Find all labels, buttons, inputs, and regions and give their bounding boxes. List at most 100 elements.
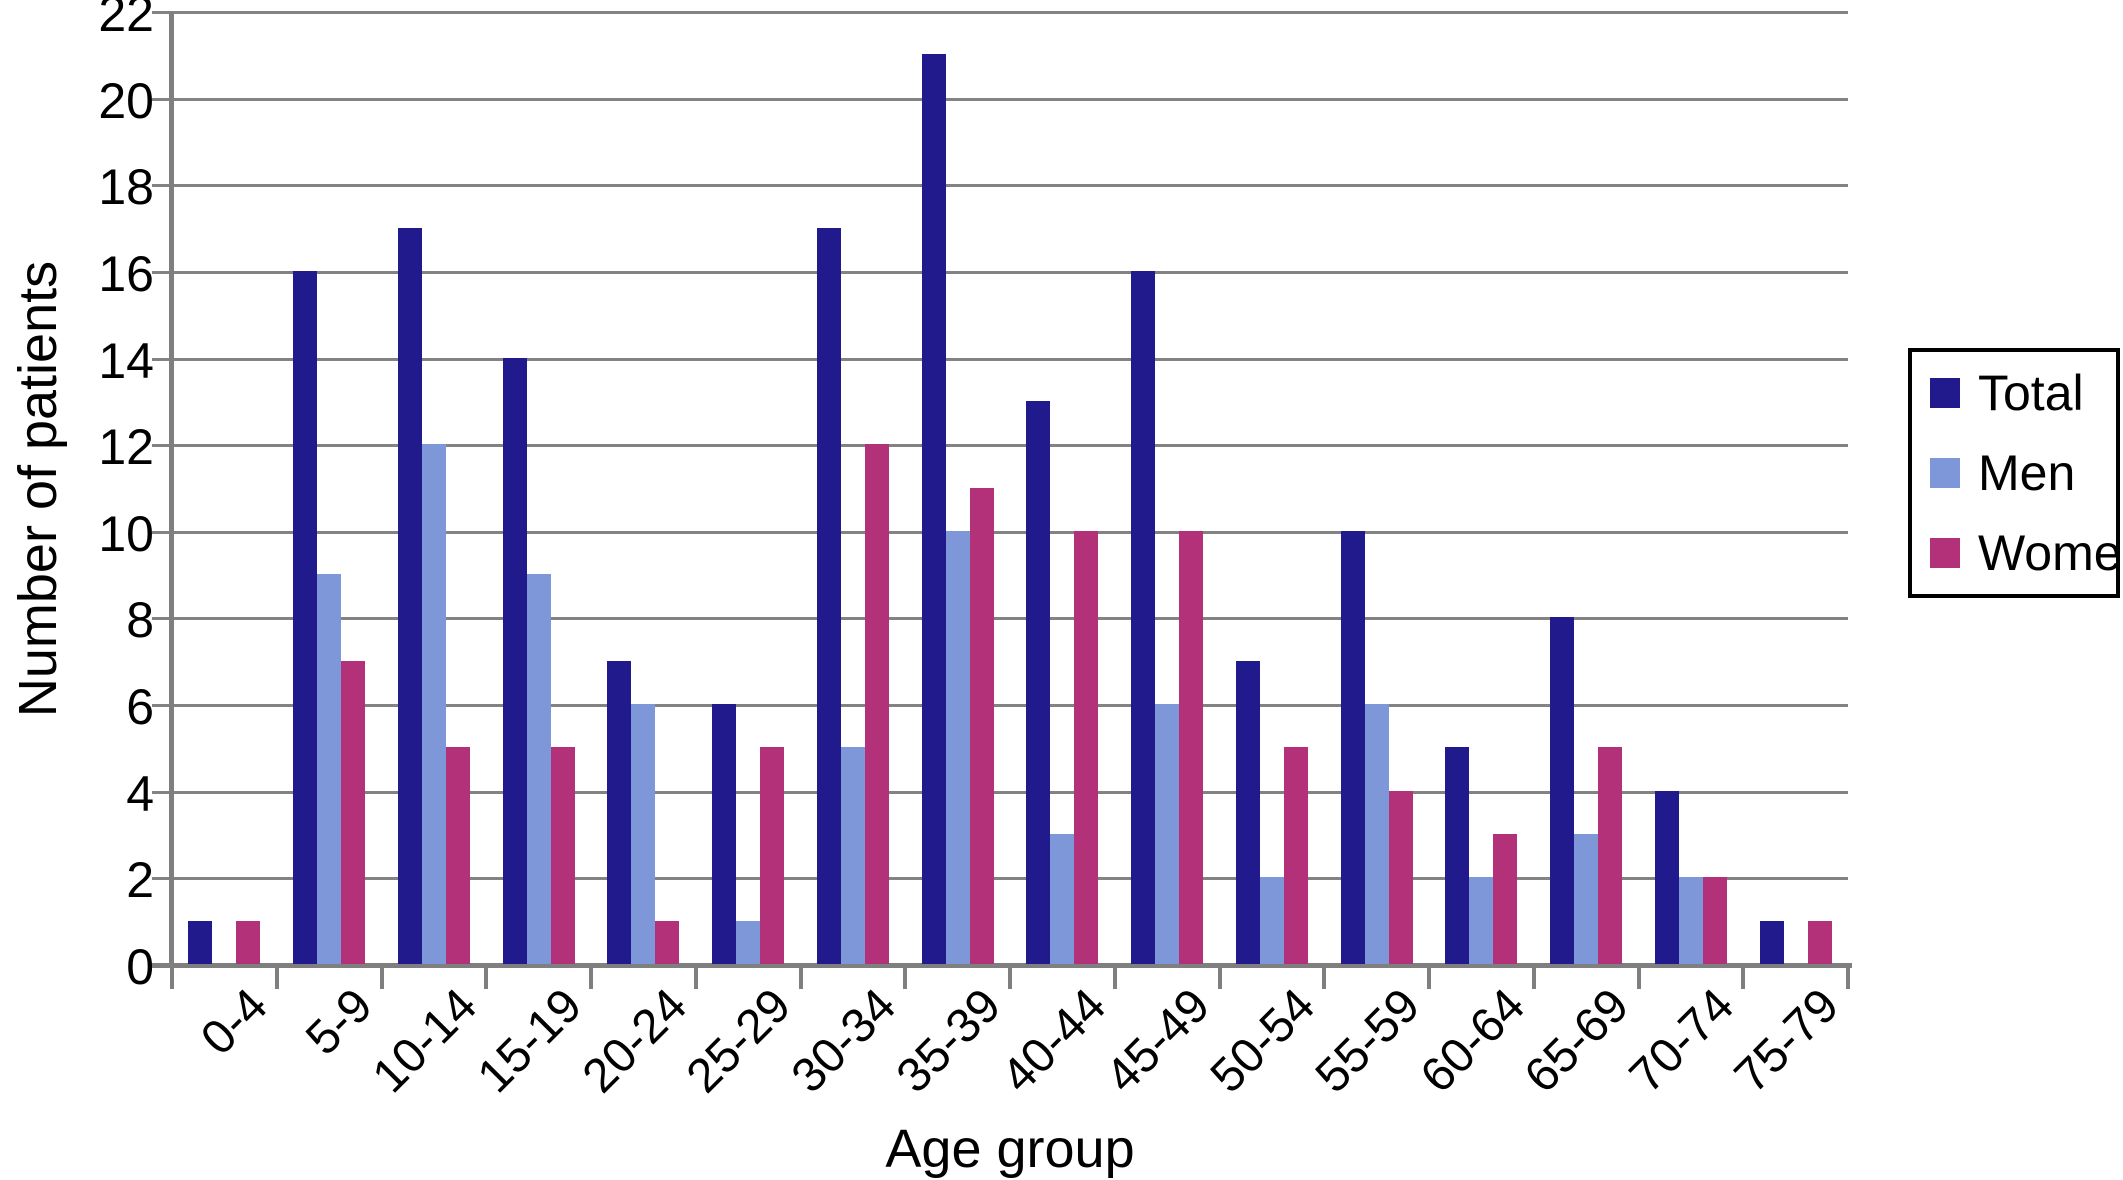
- legend-label-total: Total: [1978, 365, 2084, 421]
- x-tick-label-text-15-19: 15-19: [467, 978, 592, 1104]
- bar-men-45-49: [1155, 704, 1180, 964]
- gridline-8: [152, 617, 1848, 621]
- bar-men-50-54: [1259, 877, 1284, 964]
- y-axis-line: [169, 12, 174, 968]
- x-tick-mark-2: [379, 963, 384, 989]
- y-tick-label-0: 0: [126, 939, 154, 995]
- x-tick-label-text-5-9: 5-9: [295, 978, 383, 1066]
- x-tick-mark-7: [903, 963, 908, 989]
- x-tick-mark-8: [1008, 963, 1012, 989]
- bar-men-5-9: [317, 574, 342, 964]
- x-tick-label-text-70-74: 70-74: [1619, 978, 1745, 1104]
- y-tick-label-18: 18: [98, 159, 154, 216]
- gridline-12: [152, 444, 1848, 448]
- bar-total-30-34: [816, 227, 841, 964]
- x-tick-mark-9: [1112, 963, 1117, 989]
- y-tick-label-6: 6: [126, 679, 154, 736]
- legend-label-women: Women: [1978, 525, 2123, 581]
- y-tick-label-22: 22: [98, 0, 154, 42]
- bar-total-35-39: [921, 54, 946, 964]
- bar-total-70-74: [1654, 790, 1679, 964]
- x-tick-mark-13: [1531, 963, 1536, 989]
- bar-total-10-14: [397, 227, 422, 964]
- bar-total-15-19: [502, 357, 527, 964]
- gridline-16: [152, 270, 1848, 274]
- bar-total-45-49: [1131, 270, 1156, 964]
- x-tick-mark-4: [589, 963, 593, 989]
- y-tick-label-12: 12: [98, 419, 154, 476]
- x-tick-mark-3: [484, 963, 489, 989]
- x-tick-label-text-20-24: 20-24: [572, 978, 697, 1104]
- legend-item-total: Total: [1930, 368, 2116, 418]
- x-tick-label-text-45-49: 45-49: [1096, 978, 1221, 1104]
- y-axis-title: Number of patients: [8, 260, 68, 718]
- y-tick-label-20: 20: [98, 72, 154, 129]
- bar-women-25-29: [760, 747, 785, 964]
- x-tick-label-text-60-64: 60-64: [1410, 978, 1535, 1104]
- men-swatch-icon: [1930, 458, 1960, 488]
- bar-women-15-19: [550, 747, 575, 964]
- x-tick-label-text-35-39: 35-39: [886, 978, 1011, 1104]
- x-tick-mark-5: [693, 963, 698, 989]
- x-tick-mark-10: [1217, 963, 1222, 989]
- bar-men-30-34: [840, 747, 865, 964]
- x-tick-label-text-50-54: 50-54: [1200, 978, 1326, 1104]
- y-tick-label-14: 14: [98, 332, 154, 389]
- bar-total-40-44: [1026, 400, 1051, 964]
- x-tick-label-text-25-29: 25-29: [677, 978, 802, 1104]
- bar-women-50-54: [1283, 747, 1308, 964]
- bar-total-60-64: [1445, 747, 1470, 964]
- x-tick-mark-15: [1741, 963, 1746, 989]
- bar-total-5-9: [293, 270, 318, 964]
- bar-men-55-59: [1364, 704, 1389, 964]
- bar-men-35-39: [945, 530, 970, 964]
- bar-men-20-24: [631, 704, 656, 964]
- x-tick-label-text-55-59: 55-59: [1305, 978, 1430, 1104]
- x-tick-mark-14: [1636, 963, 1641, 989]
- x-axis-line: [152, 963, 1852, 968]
- bar-men-65-69: [1574, 834, 1599, 964]
- bar-men-10-14: [421, 444, 446, 964]
- bar-men-40-44: [1050, 834, 1075, 964]
- bar-women-35-39: [969, 487, 994, 964]
- x-tick-mark-6: [798, 963, 803, 989]
- y-tick-label-4: 4: [126, 765, 154, 822]
- x-tick-label-text-75-79: 75-79: [1724, 978, 1849, 1104]
- y-tick-label-2: 2: [126, 852, 154, 909]
- gridline-10: [152, 530, 1848, 534]
- bar-total-20-24: [607, 660, 632, 964]
- x-tick-mark-11: [1322, 963, 1327, 989]
- legend-item-men: Men: [1930, 448, 2116, 498]
- x-tick-mark-16: [1846, 963, 1850, 989]
- x-tick-mark-1: [274, 963, 279, 989]
- x-axis-title: Age group: [885, 1119, 1135, 1179]
- bar-total-75-79: [1759, 920, 1784, 964]
- bar-men-15-19: [526, 574, 551, 964]
- bar-men-25-29: [736, 920, 761, 964]
- x-tick-label-text-40-44: 40-44: [991, 978, 1116, 1104]
- legend: Total Men Women: [1908, 348, 2123, 598]
- gridline-22: [152, 11, 1848, 14]
- x-tick-mark-12: [1427, 963, 1431, 989]
- x-tick-label-text-65-69: 65-69: [1515, 978, 1640, 1104]
- bar-women-20-24: [655, 920, 680, 964]
- bar-total-55-59: [1340, 530, 1365, 964]
- gridline-6: [152, 704, 1848, 708]
- bar-men-70-74: [1678, 877, 1703, 964]
- y-tick-label-8: 8: [126, 592, 154, 649]
- legend-item-women: Women: [1930, 528, 2123, 578]
- gridline-18: [152, 184, 1848, 188]
- x-tick-label-text-30-34: 30-34: [781, 978, 907, 1104]
- bar-total-50-54: [1235, 660, 1260, 964]
- gridline-2: [152, 877, 1848, 881]
- bar-women-65-69: [1598, 747, 1623, 964]
- gridline-4: [152, 790, 1848, 794]
- bar-women-60-64: [1493, 834, 1518, 964]
- y-tick-label-16: 16: [98, 245, 154, 302]
- bar-women-75-79: [1807, 920, 1832, 964]
- bar-women-10-14: [445, 747, 470, 964]
- bar-total-0-4: [188, 920, 213, 964]
- y-tick-label-10: 10: [98, 505, 154, 562]
- bar-total-65-69: [1550, 617, 1575, 964]
